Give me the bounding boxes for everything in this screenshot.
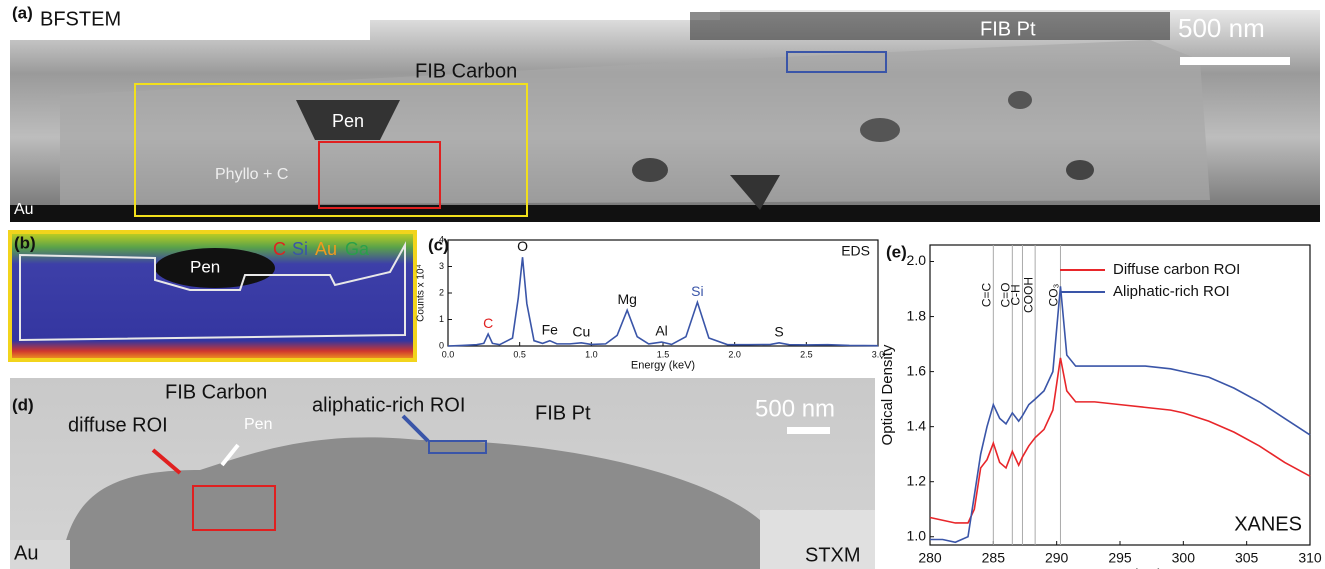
x-tick-label: 300 [1172, 550, 1196, 566]
legend-label: Aliphatic-rich ROI [1113, 283, 1230, 300]
y-tick-label: 0 [439, 340, 444, 350]
peak-label: S [774, 324, 783, 340]
y-tick-label: 1.6 [907, 362, 927, 378]
image-annotation: FIB Carbon [415, 60, 517, 82]
peak-label: O [517, 238, 528, 254]
y-tick-label: 2.0 [907, 252, 927, 268]
x-tick-label: 290 [1045, 550, 1069, 566]
image-annotation: Au [14, 542, 38, 564]
y-tick-label: 3 [439, 261, 444, 271]
y-tick-label: 4 [439, 234, 444, 244]
image-annotation: Pen [190, 257, 220, 276]
panel-label: (c) [428, 235, 449, 254]
peak-label: C [483, 315, 493, 331]
x-tick-label: 310 [1298, 550, 1322, 566]
image-annotation: Au [315, 239, 337, 259]
image-annotation: aliphatic-rich ROI [312, 394, 465, 416]
reference-label: C=O [999, 282, 1013, 307]
peak-label: Al [655, 323, 667, 339]
y-tick-label: 1.4 [907, 417, 927, 433]
peak-label: Cu [572, 324, 590, 340]
image-annotation: Ga [345, 239, 370, 259]
chart-annotation: XANES [1234, 513, 1302, 535]
reference-label: C=C [980, 282, 994, 307]
series-line [930, 286, 1311, 544]
y-axis-label: Optical Density [879, 344, 896, 445]
x-axis-label: Energy (keV) [631, 360, 695, 372]
image-annotation: Pen [244, 416, 272, 433]
image-annotation: FIB Carbon [165, 381, 267, 403]
x-tick-label: 305 [1235, 550, 1259, 566]
peak-label: Si [691, 283, 703, 299]
y-axis-label: Counts x 10⁴ [416, 264, 427, 322]
y-tick-label: 1.0 [907, 527, 927, 543]
x-tick-label: 3.0 [872, 349, 885, 359]
series-line [929, 357, 1311, 524]
x-axis-label: Energy (eV) [1077, 567, 1162, 569]
reference-label: COOH [1021, 277, 1035, 313]
x-tick-label: 0.0 [442, 349, 455, 359]
y-tick-label: 1.2 [907, 472, 927, 488]
panel-label: (a) [12, 3, 33, 22]
image-annotation: BFSTEM [40, 8, 121, 30]
image-annotation: Au [14, 201, 34, 218]
image-annotation: C [273, 239, 286, 259]
x-tick-label: 280 [918, 550, 942, 566]
panel-label: (d) [12, 395, 34, 414]
legend-label: Diffuse carbon ROI [1113, 261, 1240, 278]
peak-label: Fe [542, 321, 559, 337]
reference-label: C-H [1009, 284, 1023, 305]
panel-label: (b) [14, 233, 36, 252]
reference-label: CO₃ [1047, 283, 1061, 306]
image-annotation: STXM [805, 544, 861, 566]
y-tick-label: 2 [439, 287, 444, 297]
y-tick-label: 1 [439, 314, 444, 324]
image-annotation: FIB Pt [980, 18, 1036, 40]
x-tick-label: 285 [982, 550, 1006, 566]
image-annotation: Phyllo + C [215, 166, 288, 183]
panel-b-image [8, 230, 417, 362]
x-tick-label: 0.5 [513, 349, 526, 359]
x-tick-label: 295 [1108, 550, 1132, 566]
y-tick-label: 1.8 [907, 307, 927, 323]
image-annotation: FIB Pt [535, 402, 591, 424]
image-annotation: Si [292, 239, 308, 259]
image-annotation: diffuse ROI [68, 414, 168, 436]
image-annotation: 500 nm [1178, 13, 1265, 43]
x-tick-label: 2.5 [800, 349, 813, 359]
x-tick-label: 2.0 [728, 349, 741, 359]
panel-d-image [10, 378, 875, 569]
panel-a-image [10, 0, 1320, 222]
peak-label: Mg [617, 291, 636, 307]
series-line [447, 257, 879, 347]
chart-annotation: EDS [841, 243, 870, 259]
image-annotation: Pen [332, 111, 364, 131]
x-tick-label: 1.5 [657, 349, 670, 359]
image-annotation: 500 nm [755, 395, 835, 422]
panel-label: (e) [886, 242, 907, 261]
x-tick-label: 1.0 [585, 349, 598, 359]
